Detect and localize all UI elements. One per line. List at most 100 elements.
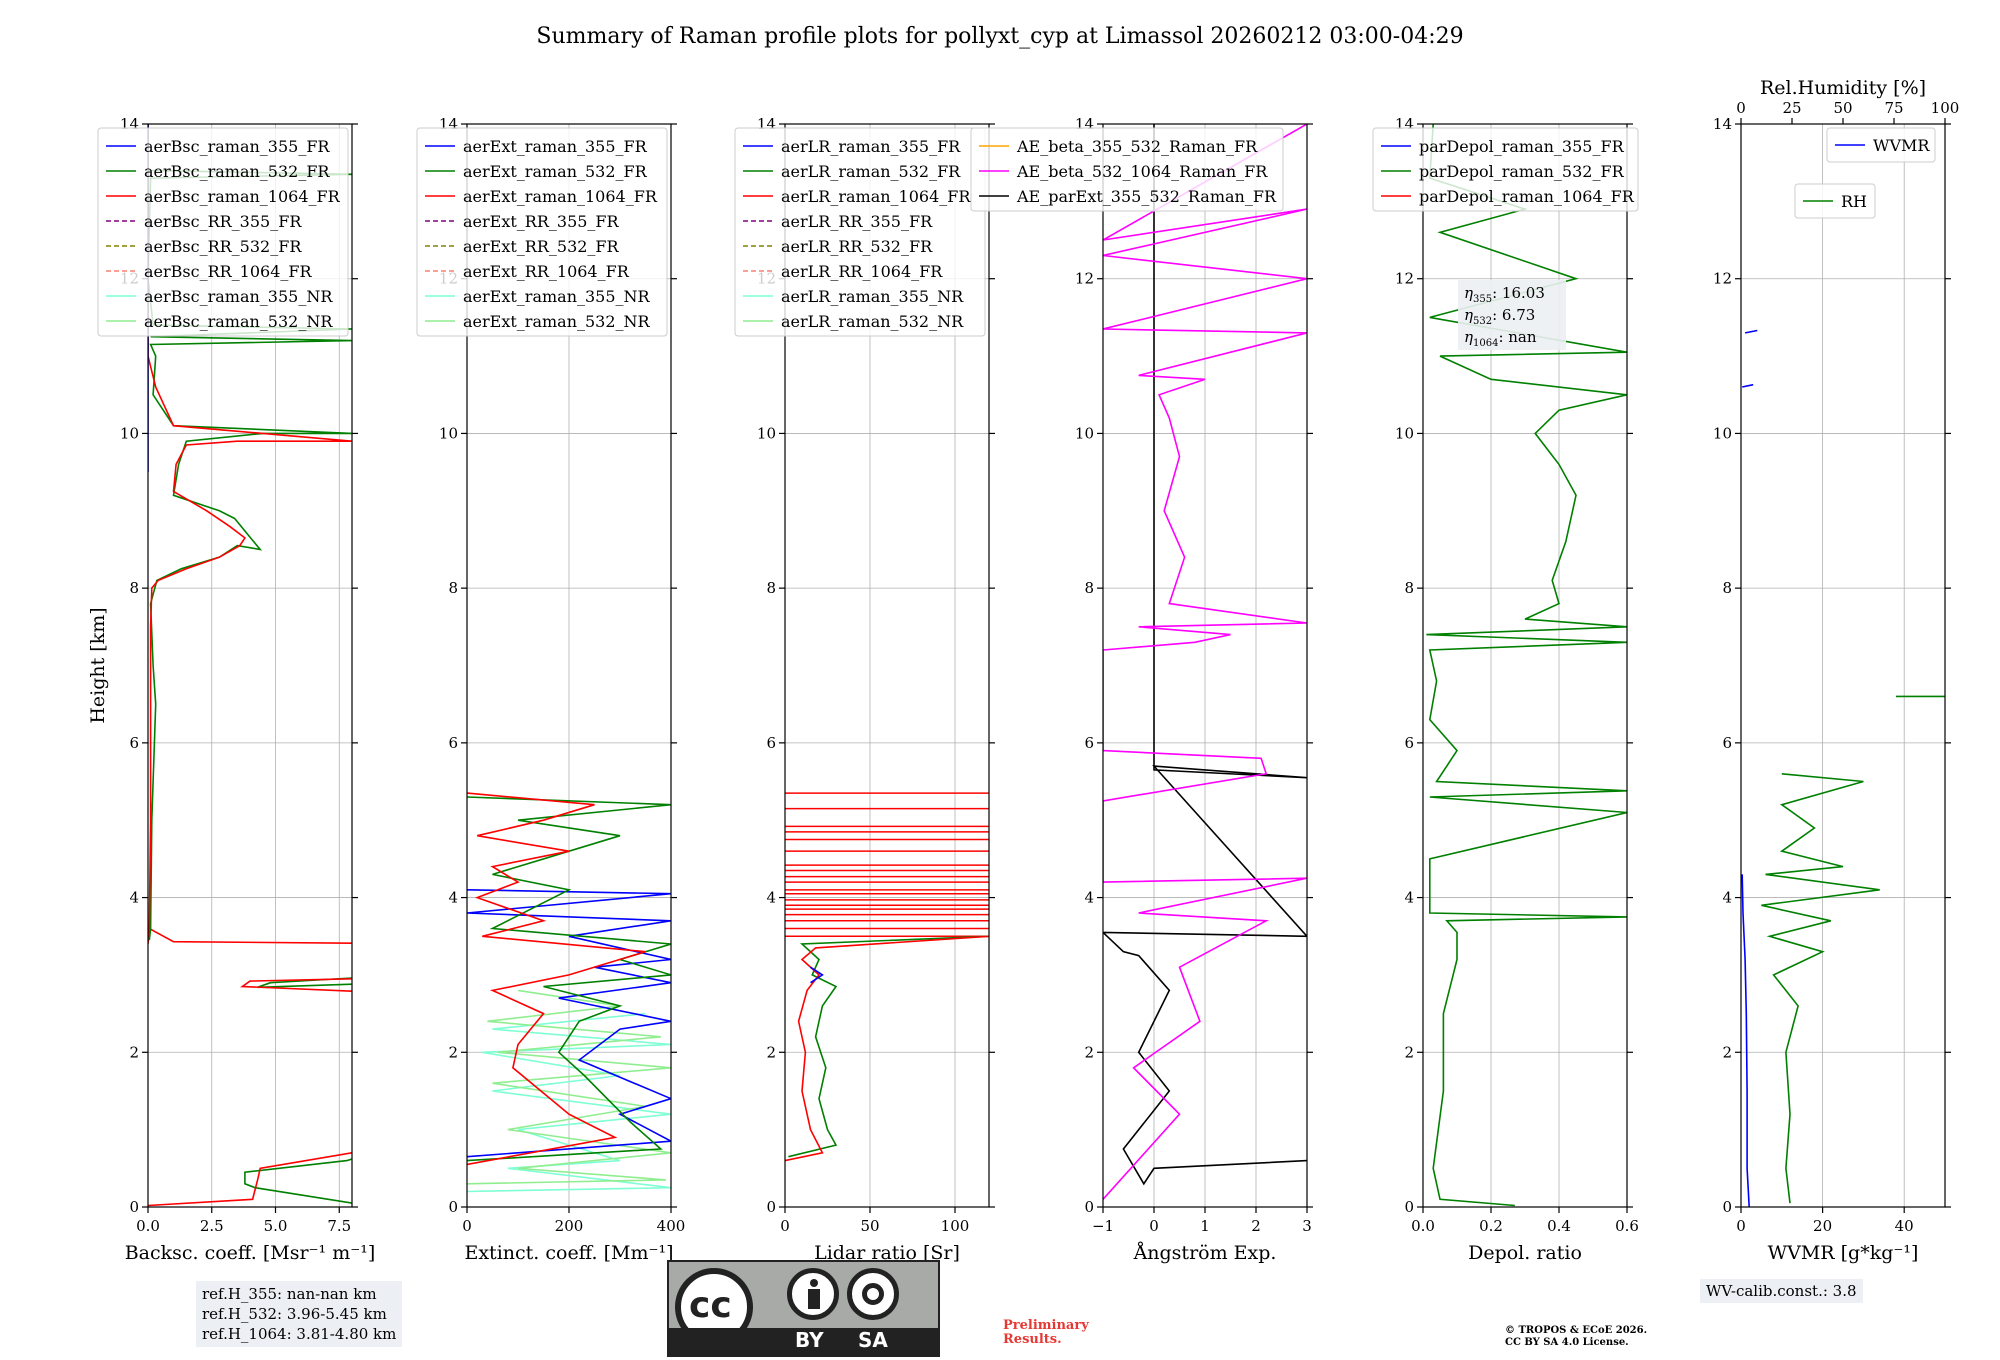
legend-entry-label: aerLR_raman_532_FR [781,162,961,181]
legend-box [1826,127,1936,163]
panel-wv: 0 20 40 0 2 4 6 8 10 12 14 WVMR [g*kg⁻¹] 0 25 50 75 100 R… [1713,77,1959,1264]
y-tick-label: 10 [757,424,776,442]
y-tick-label: 4 [1404,889,1414,907]
legend-entry-label: aerBsc_raman_532_NR [144,312,333,331]
plot-frame [784,123,990,1208]
series-line-aerLR_raman_1064_FR [785,935,989,1162]
y-tick-label: 4 [448,889,458,907]
legend-entry-label: AE_beta_532_1064_Raman_FR [1016,162,1268,181]
y-tick-label: 2 [766,1043,776,1061]
preliminary-note: Preliminary Results. [1003,1319,1089,1347]
x-tick-label: 0 [462,1217,472,1235]
series-line-AE_beta_532_1064_Raman_FR [1103,124,1307,1200]
ref-height-355: ref.H_355: nan-nan km [202,1285,377,1303]
x-tick-label: 0.0 [136,1217,160,1235]
series-line-aerBsc_raman_532_FR [244,1158,352,1204]
legend-entry-label: aerBsc_RR_355_FR [144,212,302,231]
x-tick-label: 0 [780,1217,790,1235]
legend-entry-label: aerBsc_raman_355_NR [144,287,333,306]
eta-annotation-box [1458,280,1566,350]
x-tick-label: 0.0 [1411,1217,1435,1235]
y-tick-label: 2 [129,1043,139,1061]
copyright-line-1: © TROPOS & ECoE 2026. [1505,1325,1648,1336]
top-x-tick-label: 0 [1736,99,1746,117]
y-tick-label: 0 [1084,1198,1094,1216]
x-tick-label: 0.6 [1615,1217,1639,1235]
wv-calibration-box: WV-calib.const.: 3.8 [1700,1279,1863,1303]
legend-entry-label: aerLR_raman_355_FR [781,137,961,156]
series-line-aerBsc_raman_1064_FR [148,124,352,929]
legend-entry-label: aerExt_RR_355_FR [463,212,620,231]
x-axis-label: WVMR [g*kg⁻¹] [1768,1242,1919,1264]
legend-entry-label: aerBsc_raman_1064_FR [144,187,341,206]
legend-entry-label: aerExt_raman_532_FR [463,162,648,181]
legend-box [1794,183,1876,219]
legend-entry-label: aerLR_raman_355_NR [781,287,964,306]
legend-entry-label: aerLR_RR_532_FR [781,237,933,256]
y-tick-label: 8 [1722,579,1732,597]
x-tick-label: 0.4 [1547,1217,1571,1235]
y-tick-label: 12 [1713,270,1732,288]
legend-entry-label: AE_parExt_355_532_Raman_FR [1016,187,1277,206]
y-tick-label: 6 [448,734,458,752]
legend-entry-label: aerBsc_raman_532_FR [144,162,330,181]
preliminary-line-1: Preliminary [1003,1318,1089,1333]
data-layer [1426,124,1627,1207]
series-line-WVMR [1742,383,1754,388]
eta-532-label: η532: 6.73 [1464,306,1535,327]
eta-355-label: η355: 16.03 [1464,284,1545,305]
legend-entry-label: parDepol_raman_1064_FR [1419,187,1635,206]
y-tick-label: 10 [1713,424,1732,442]
x-tick-label: 3 [1302,1217,1312,1235]
legend-entry-label: WVMR [1873,136,1930,155]
x-tick-label: 2.5 [200,1217,224,1235]
legend-entry-label: aerLR_raman_1064_FR [781,187,971,206]
share-alike-icon [847,1268,899,1320]
preliminary-line-2: Results. [1003,1332,1062,1347]
legend-entry-label: aerBsc_RR_532_FR [144,237,302,256]
y-tick-label: 6 [129,734,139,752]
legend-box [416,127,668,337]
y-axis-label: Height [km] [87,607,109,723]
y-tick-label: 4 [1722,889,1732,907]
data-layer [785,792,989,1162]
legend-entry-label: aerExt_RR_1064_FR [463,262,630,281]
x-tick-label: 5.0 [264,1217,288,1235]
y-tick-label: 10 [1075,424,1094,442]
panel-lr: 05010002468101214Lidar ratio [Sr]aerLR_r… [734,115,995,1264]
y-tick-label: 8 [766,579,776,597]
eta-1064-label: η1064: nan [1464,328,1537,349]
top-x-tick-label: 50 [1833,99,1852,117]
x-tick-label: 2 [1251,1217,1261,1235]
series-line-WVMR [1744,329,1758,334]
legend-entry-label: parDepol_raman_532_FR [1419,162,1625,181]
legend-entry-label: aerExt_raman_532_NR [463,312,651,331]
plot-frame [1740,123,1946,1208]
y-tick-label: 12 [1395,270,1414,288]
series-line-aerBsc_raman_1064_FR [148,927,352,945]
x-tick-label: −1 [1092,1217,1114,1235]
legend-entry-label: aerBsc_raman_355_FR [144,137,330,156]
y-tick-label: 0 [129,1198,139,1216]
license-sa-label: SA [858,1328,888,1352]
data-layer [1741,329,1945,1207]
y-tick-label: 14 [1713,115,1732,133]
y-tick-label: 0 [1722,1198,1732,1216]
x-tick-label: 1 [1200,1217,1210,1235]
legend-entry-label: aerExt_raman_355_FR [463,137,648,156]
x-tick-label: 400 [657,1217,686,1235]
y-tick-label: 2 [1404,1043,1414,1061]
series-line-parDepol_raman_532_FR [1426,124,1627,1207]
legend-box [734,127,986,337]
y-tick-label: 0 [766,1198,776,1216]
y-tick-label: 6 [1404,734,1414,752]
legend-entry-label: aerLR_RR_1064_FR [781,262,943,281]
legend-box [1372,127,1639,212]
y-tick-label: 6 [1084,734,1094,752]
attribution-person-icon [787,1268,839,1320]
top-x-tick-label: 75 [1884,99,1903,117]
series-line-aerBsc_raman_1064_FR [240,978,352,992]
y-tick-label: 0 [448,1198,458,1216]
legend-entry-label: aerExt_raman_1064_FR [463,187,658,206]
